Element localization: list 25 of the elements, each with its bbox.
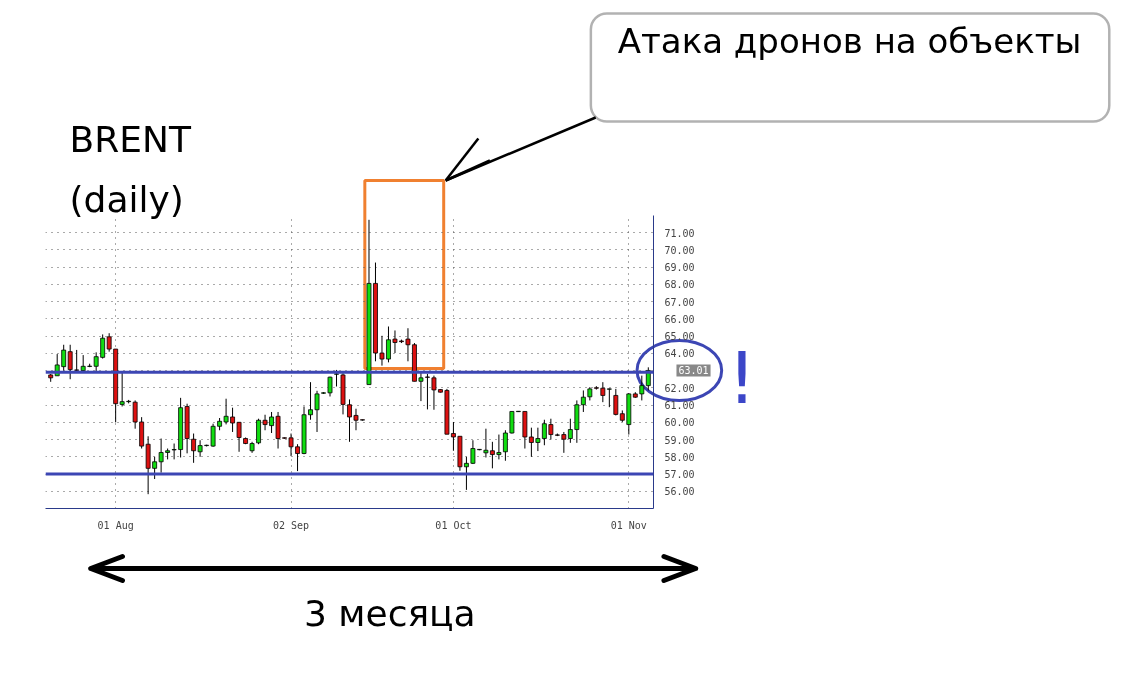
y-tick-label: 70.00 [664,244,695,256]
x-tick-label: 02 Sep [272,519,310,531]
text: 3 месяца [304,592,476,634]
y-tick-label: 62.00 [664,382,695,394]
text: ! [727,335,757,420]
y-tick-label: 66.00 [664,313,695,325]
y-tick-label: 69.00 [664,262,695,274]
y-tick-label: 56.00 [664,486,695,498]
y-tick-label: 67.00 [664,296,695,308]
y-tick-label: 68.00 [664,279,695,291]
y-tick-label: 64.00 [664,348,695,360]
x-tick-label: 01 Oct [435,519,472,531]
chart-subtitle: (daily) [69,178,184,220]
y-tick-label: 65.00 [664,331,695,343]
y-tick-label: 71.00 [664,227,695,239]
x-tick-label: 01 Aug [97,519,134,531]
x-tick-label: 01 Nov [610,519,647,531]
y-tick-label: 58.00 [664,451,695,463]
chart-title: BRENT [69,118,192,160]
text: 63.01 [678,365,709,377]
y-tick-label: 60.00 [664,417,695,429]
y-tick-label: 61.00 [664,400,695,412]
text: Атака дронов на объекты [617,20,1082,61]
y-tick-label: 57.00 [664,469,695,481]
y-tick-label: 59.00 [664,434,695,446]
